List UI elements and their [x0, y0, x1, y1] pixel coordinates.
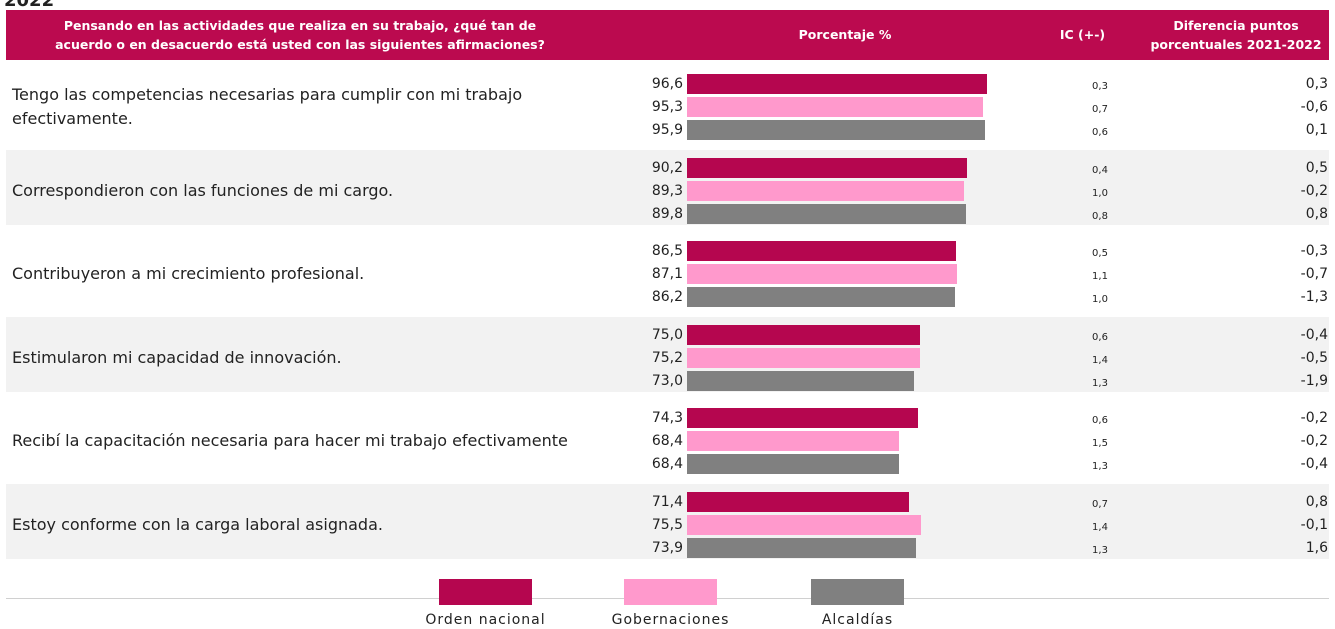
value-label: 75,2 [651, 349, 683, 366]
title: 2022 [4, 0, 55, 11]
category-label: Recibí la capacitación necesaria para ha… [12, 431, 568, 450]
ic-label: 0,7 [1092, 104, 1108, 115]
legend-label: Gobernaciones [611, 612, 730, 628]
value-label: 74,3 [651, 410, 683, 426]
ic-label: 1,4 [1092, 354, 1108, 366]
category-label: Estoy conforme con la carga laboral asig… [12, 514, 383, 534]
row-background [6, 316, 1329, 392]
legend-swatch [439, 579, 532, 605]
diff-label: -1,3 [1300, 289, 1328, 305]
bar [687, 370, 914, 391]
category-label: Tengo las competencias necesarias para c… [12, 85, 523, 128]
value-label: 73,0 [651, 372, 683, 389]
bar [687, 514, 922, 535]
ic-label: 1,0 [1092, 294, 1108, 305]
bar [687, 203, 966, 224]
diff-label: 0,8 [1305, 205, 1328, 222]
value-label: 87,1 [651, 266, 683, 282]
diff-label: -0,2 [1300, 182, 1328, 199]
value-label: 86,2 [651, 289, 683, 305]
value-label: 89,8 [651, 205, 683, 222]
ic-label: 0,7 [1092, 498, 1108, 510]
bar [687, 347, 921, 368]
bar [687, 408, 918, 428]
header-question: Pensando en las actividades que realiza … [63, 18, 537, 33]
diff-label: -0,3 [1300, 243, 1328, 259]
header-question: acuerdo o en desacuerdo está usted con l… [55, 37, 545, 52]
value-label: 96,6 [651, 76, 683, 92]
diff-label: -0,5 [1300, 349, 1328, 366]
row-background [6, 149, 1329, 225]
diff-label: -0,2 [1300, 410, 1328, 426]
value-label: 71,4 [651, 493, 683, 510]
category-label: Estimularon mi capacidad de innovación. [12, 347, 342, 367]
legend-label: Orden nacional [425, 612, 546, 628]
legend-swatch [811, 579, 904, 605]
legend-swatch [624, 579, 717, 605]
ic-label: 1,0 [1092, 187, 1108, 199]
category-label: Contribuyeron a mi crecimiento profesion… [12, 264, 365, 283]
bar [687, 157, 968, 178]
bar [687, 537, 917, 558]
ic-label: 0,6 [1092, 415, 1108, 426]
header-percent: Porcentaje % [798, 27, 892, 42]
diff-label: -0,7 [1300, 266, 1328, 282]
value-label: 95,9 [651, 122, 683, 138]
ic-label: 1,4 [1092, 521, 1108, 533]
bar [687, 74, 987, 94]
diff-label: 1,6 [1305, 539, 1328, 556]
bar [687, 241, 956, 261]
diff-label: -0,4 [1300, 456, 1328, 472]
value-label: 68,4 [651, 456, 683, 472]
value-label: 75,0 [651, 326, 683, 343]
diff-label: -0,6 [1300, 99, 1328, 115]
ic-label: 0,6 [1092, 127, 1108, 138]
header-ic: IC (+-) [1059, 27, 1106, 42]
diff-label: 0,8 [1305, 493, 1328, 510]
diff-label: 0,1 [1305, 122, 1328, 138]
ic-label: 1,5 [1092, 438, 1108, 449]
ic-label: 0,8 [1092, 210, 1108, 222]
bar [687, 120, 985, 140]
diff-label: 0,5 [1305, 159, 1328, 176]
diff-label: -0,2 [1300, 433, 1328, 449]
bar [687, 324, 920, 345]
ic-label: 0,6 [1092, 331, 1108, 343]
value-label: 73,9 [651, 539, 683, 556]
bar [687, 264, 958, 284]
ic-label: 0,5 [1092, 248, 1108, 259]
bar [687, 454, 900, 474]
header-diff: Diferencia puntos [1173, 18, 1299, 33]
ic-label: 0,4 [1092, 164, 1108, 176]
header-band [6, 10, 1329, 60]
bar [687, 97, 983, 117]
bar [687, 287, 955, 307]
diff-label: -0,4 [1300, 326, 1328, 343]
value-label: 68,4 [651, 433, 683, 449]
legend-label: Alcaldías [821, 612, 894, 628]
bar [687, 431, 900, 451]
ic-label: 0,3 [1092, 81, 1108, 92]
value-label: 89,3 [651, 182, 683, 199]
ic-label: 1,3 [1092, 544, 1108, 556]
bar [687, 491, 909, 512]
value-label: 75,5 [651, 516, 683, 533]
bar [687, 180, 965, 201]
diff-label: 0,3 [1305, 76, 1328, 92]
diff-label: -1,9 [1300, 372, 1328, 389]
value-label: 90,2 [651, 159, 683, 176]
header-diff: porcentuales 2021-2022 [1150, 37, 1322, 52]
ic-label: 1,1 [1092, 271, 1108, 282]
category-label: Correspondieron con las funciones de mi … [12, 180, 394, 200]
diff-label: -0,1 [1300, 516, 1328, 533]
value-label: 95,3 [651, 99, 683, 115]
value-label: 86,5 [651, 243, 683, 259]
row-background [6, 483, 1329, 559]
ic-label: 1,3 [1092, 377, 1108, 389]
ic-label: 1,3 [1092, 461, 1108, 472]
